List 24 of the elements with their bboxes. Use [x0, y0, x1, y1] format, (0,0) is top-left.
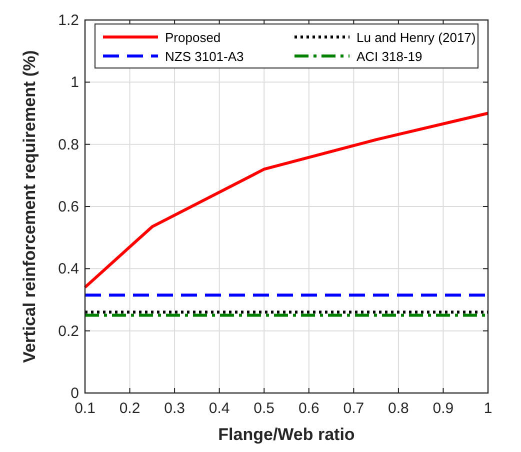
y-tick-label: 0.6: [58, 198, 79, 216]
x-axis-title: Flange/Web ratio: [218, 425, 355, 444]
x-tick-label: 0.5: [254, 400, 275, 417]
legend-label: Proposed: [165, 30, 221, 45]
x-tick-label: 0.1: [74, 400, 96, 417]
x-tick-label: 0.3: [164, 400, 185, 417]
x-tick-label: 1: [484, 400, 492, 417]
x-tick-label: 0.6: [298, 400, 320, 417]
y-tick-label: 1.2: [58, 12, 79, 29]
x-tick-label: 0.4: [208, 400, 230, 417]
x-tick-label: 0.7: [343, 400, 364, 417]
y-tick-label: 1: [70, 74, 79, 92]
y-tick-label: 0.8: [58, 136, 79, 154]
legend-label: NZS 3101-A3: [165, 49, 244, 64]
y-axis-title: Vertical reinforcement requirement (%): [20, 50, 39, 363]
x-tick-label: 0.8: [388, 400, 409, 417]
legend-label: Lu and Henry (2017): [356, 30, 476, 45]
y-tick-label: 0: [70, 385, 79, 402]
y-tick-label: 0.2: [58, 322, 79, 340]
x-tick-label: 0.2: [119, 400, 140, 417]
y-tick-label: 0.4: [58, 260, 79, 278]
x-tick-label: 0.9: [432, 400, 454, 417]
legend-label: ACI 318-19: [356, 49, 422, 64]
line-series: [84, 112, 490, 289]
